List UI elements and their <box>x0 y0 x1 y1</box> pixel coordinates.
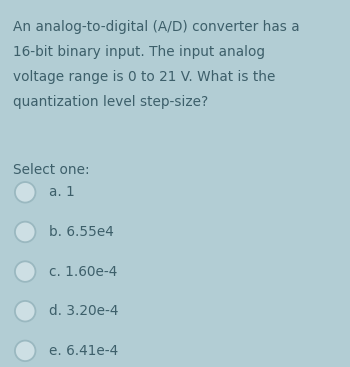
Text: Select one:: Select one: <box>13 163 90 177</box>
Text: d. 3.20e-4: d. 3.20e-4 <box>49 304 119 318</box>
Text: a. 1: a. 1 <box>49 185 75 199</box>
Text: voltage range is 0 to 21 V. What is the: voltage range is 0 to 21 V. What is the <box>13 70 276 84</box>
Text: c. 1.60e-4: c. 1.60e-4 <box>49 265 118 279</box>
Ellipse shape <box>15 222 35 242</box>
Text: b. 6.55e4: b. 6.55e4 <box>49 225 114 239</box>
Text: 16-bit binary input. The input analog: 16-bit binary input. The input analog <box>13 45 265 59</box>
Text: e. 6.41e-4: e. 6.41e-4 <box>49 344 119 358</box>
Text: quantization level step-size?: quantization level step-size? <box>13 95 209 109</box>
Ellipse shape <box>15 301 35 321</box>
Text: An analog-to-digital (A/D) converter has a: An analog-to-digital (A/D) converter has… <box>13 20 300 34</box>
Ellipse shape <box>15 261 35 282</box>
Ellipse shape <box>15 341 35 361</box>
Ellipse shape <box>15 182 35 203</box>
